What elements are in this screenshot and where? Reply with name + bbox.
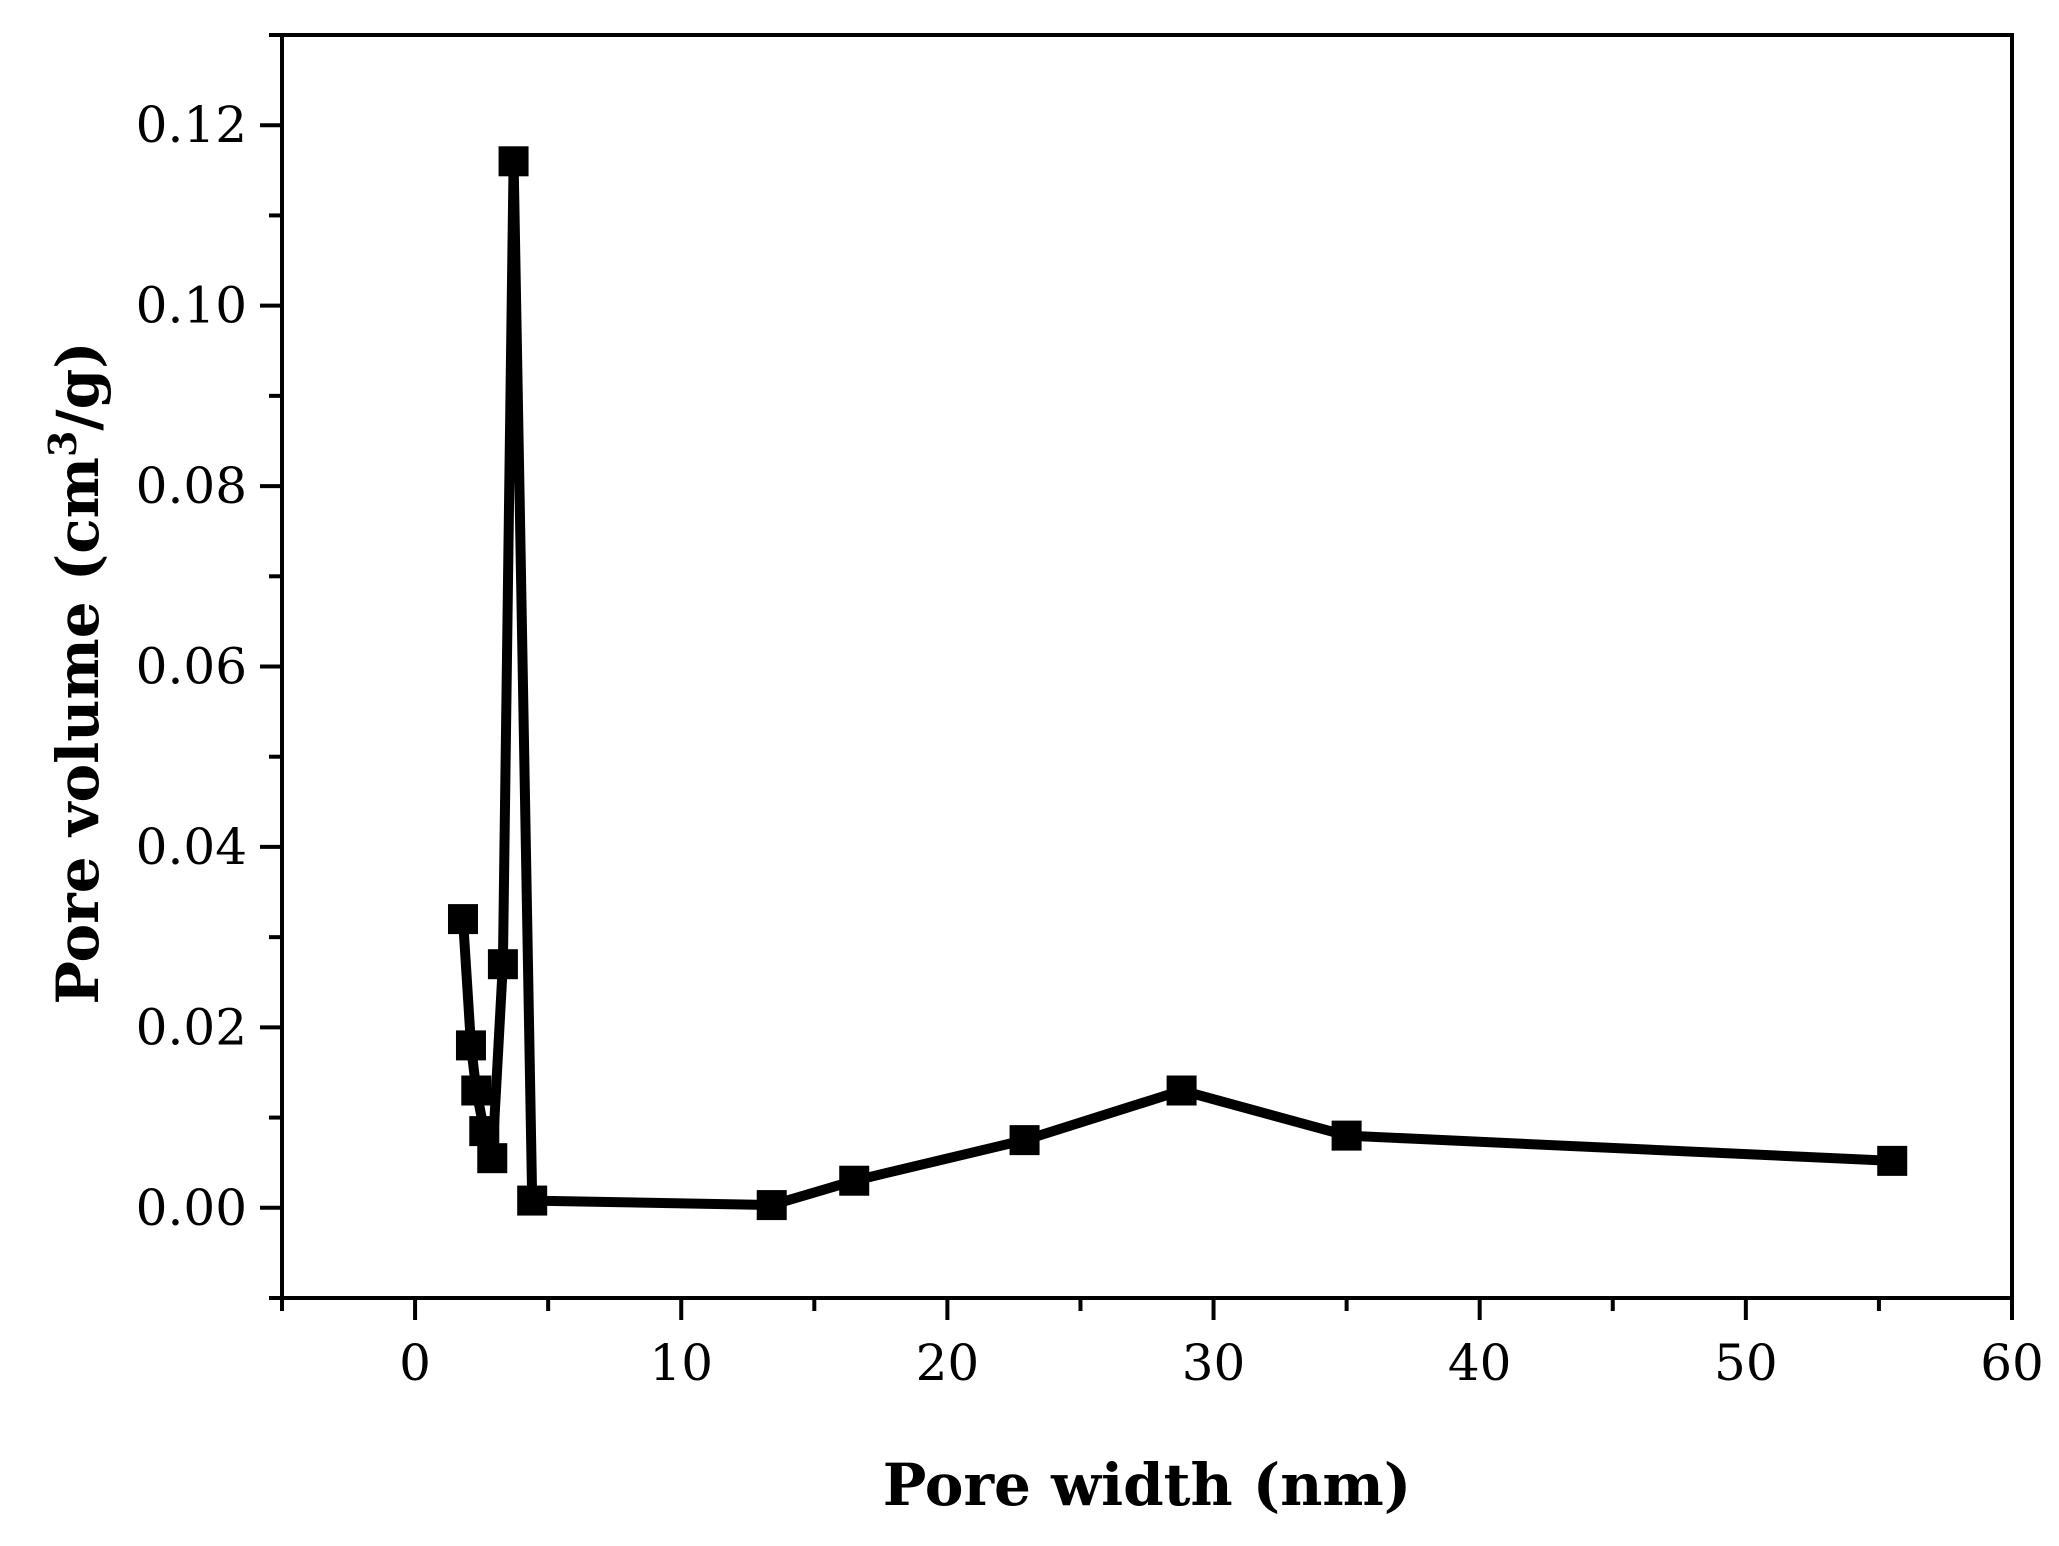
y-axis-title-main: Pore volume (cm	[44, 457, 112, 1005]
data-point-marker	[756, 1190, 787, 1221]
series-line	[458, 156, 1898, 1211]
x-tick-label: 10	[649, 1334, 713, 1392]
y-tick-label: 0.00	[136, 1179, 247, 1237]
x-tick-label: 40	[1448, 1334, 1512, 1392]
series-layer	[447, 146, 1908, 1221]
x-tick-label: 50	[1714, 1334, 1778, 1392]
y-tick-label: 0.08	[136, 457, 247, 515]
x-tick-label: 60	[1980, 1334, 2044, 1392]
y-tick-label: 0.06	[136, 638, 247, 696]
data-point-marker	[1166, 1075, 1197, 1106]
y-tick-label: 0.12	[136, 96, 247, 154]
x-tick-label: 30	[1182, 1334, 1246, 1392]
y-tick-label: 0.02	[136, 998, 247, 1056]
data-point-marker	[839, 1165, 870, 1196]
data-point-marker	[1331, 1120, 1362, 1151]
x-axis-ticks: 0 10 20 30 40 50 60	[280, 1298, 2044, 1392]
x-tick-label: 20	[916, 1334, 980, 1392]
y-axis-title-superscript: 3	[40, 431, 85, 457]
data-point-marker	[517, 1185, 548, 1216]
y-axis-ticks: 0.00 0.02 0.04 0.06 0.08 0.10 0.12	[136, 33, 282, 1300]
y-axis-title: Pore volume (cm3/g)	[40, 341, 113, 1004]
plot-frame	[280, 33, 2014, 1300]
x-axis-title: Pore width (nm)	[883, 1451, 1412, 1519]
data-point-marker	[461, 1075, 492, 1106]
data-point-marker	[455, 1030, 486, 1061]
data-point-marker	[1009, 1125, 1040, 1156]
data-point-marker	[487, 949, 518, 980]
x-tick-label: 0	[399, 1334, 431, 1392]
data-point-marker	[498, 146, 529, 177]
y-axis-title-tail: /g)	[44, 341, 112, 430]
y-tick-label: 0.10	[136, 277, 247, 335]
data-point-marker	[447, 904, 478, 935]
y-tick-label: 0.04	[136, 818, 247, 876]
data-point-marker	[477, 1143, 508, 1174]
data-point-marker	[469, 1116, 500, 1147]
data-point-marker	[1877, 1145, 1908, 1176]
